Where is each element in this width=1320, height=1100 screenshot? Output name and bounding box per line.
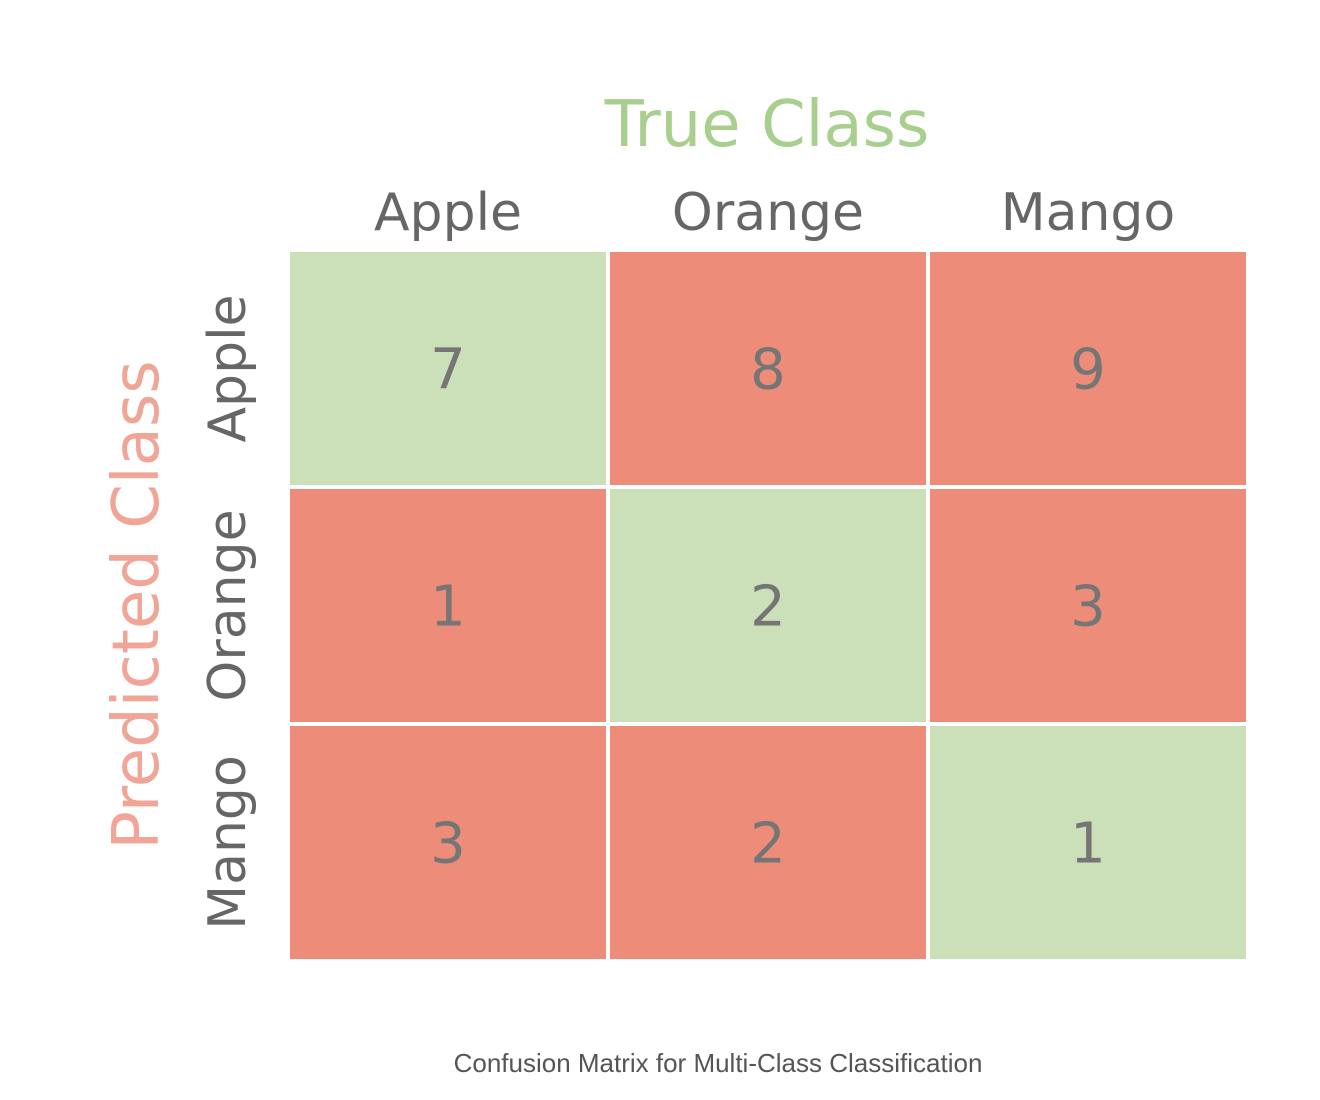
- chart-caption: Confusion Matrix for Multi-Class Classif…: [454, 1048, 983, 1078]
- matrix-cell: [290, 252, 606, 485]
- y-axis-title: Predicted Class: [100, 360, 174, 849]
- cell-value: 1: [430, 575, 466, 640]
- cell-value: 8: [750, 338, 786, 403]
- matrix-cell: [930, 252, 1246, 485]
- row-label-orange: Orange: [198, 509, 258, 701]
- x-axis-title: True Class: [604, 88, 930, 162]
- matrix-cell: [290, 726, 606, 959]
- cell-value: 2: [750, 812, 786, 877]
- matrix-cell: [930, 726, 1246, 959]
- cell-value: 3: [1070, 575, 1106, 640]
- cell-value: 1: [1070, 812, 1106, 877]
- cell-value: 9: [1070, 338, 1106, 403]
- cell-value: 3: [430, 812, 466, 877]
- column-labels: Apple Orange Mango: [374, 183, 1175, 243]
- row-label-apple: Apple: [198, 294, 258, 442]
- matrix-cell: [610, 252, 926, 485]
- column-label-apple: Apple: [374, 183, 522, 243]
- matrix-cell: [610, 726, 926, 959]
- matrix-cell: [290, 489, 606, 722]
- matrix-cell: [610, 489, 926, 722]
- cell-value: 2: [750, 575, 786, 640]
- column-label-orange: Orange: [672, 183, 864, 243]
- column-label-mango: Mango: [1001, 183, 1176, 243]
- matrix-cells: 7 8 9 1 2 3 3 2 1: [290, 252, 1246, 959]
- row-labels: Apple Orange Mango: [198, 294, 258, 929]
- row-label-mango: Mango: [198, 755, 258, 930]
- matrix-cell: [930, 489, 1246, 722]
- cell-value: 7: [430, 338, 466, 403]
